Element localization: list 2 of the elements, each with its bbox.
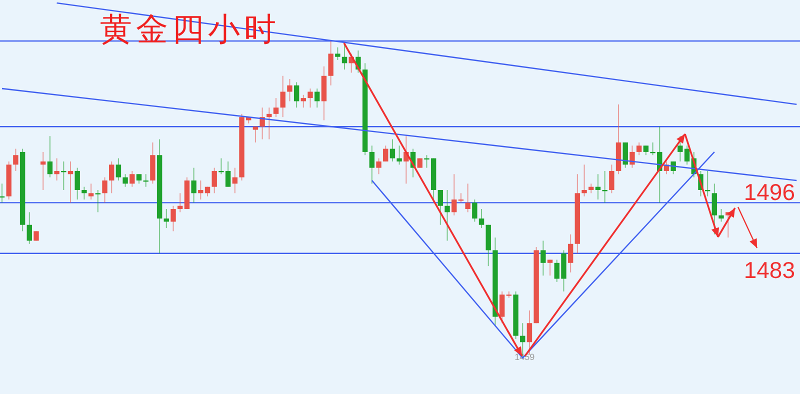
annotation: 1496 xyxy=(744,179,795,205)
annotation: 1483 xyxy=(744,257,795,283)
